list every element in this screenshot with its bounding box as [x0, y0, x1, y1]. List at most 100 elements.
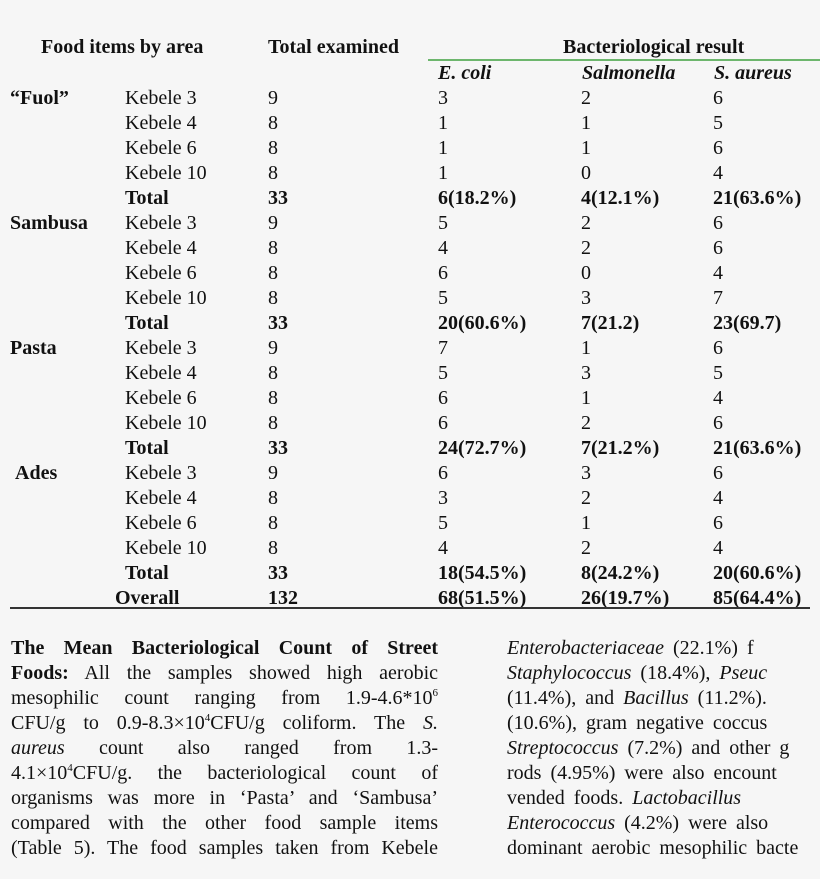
cell-food: Sambusa: [10, 212, 88, 234]
cell-salm: 2: [581, 212, 591, 234]
cell-saur: 6: [713, 512, 723, 534]
cell-ecoli: 6: [438, 387, 448, 409]
cell-total: 8: [268, 162, 278, 184]
cell-area: Kebele 3: [125, 462, 197, 484]
cell-total: 8: [268, 412, 278, 434]
text-line: aureus count also ranged from 1.3-: [11, 736, 438, 761]
cell-total: 9: [268, 87, 278, 109]
table-row: Kebele 6 8 5 1 6: [0, 511, 820, 536]
cell-saur: 7: [713, 287, 723, 309]
header-ecoli: E. coli: [438, 62, 492, 84]
table-row: Kebele 4 8 3 2 4: [0, 486, 820, 511]
table-row: Kebele 4 8 1 1 5: [0, 111, 820, 136]
cell-salm: 1: [581, 337, 591, 359]
table-row: Kebele 10 8 5 3 7: [0, 286, 820, 311]
text-line: 4.1×104CFU/g. the bacteriological count …: [11, 761, 438, 786]
header-rule: [428, 59, 820, 61]
text-line: (Table 5). The food samples taken from K…: [11, 836, 438, 861]
cell-total: 8: [268, 137, 278, 159]
cell-saur: 23(69.7): [713, 312, 782, 334]
cell-saur: 6: [713, 237, 723, 259]
cell-area: Total: [125, 187, 169, 209]
table-row: Overall 132 68(51.5%) 26(19.7%) 85(64.4%): [0, 586, 820, 611]
text-segment: Enterobacteriaceae: [507, 637, 664, 659]
cell-total: 33: [268, 437, 288, 459]
table-row: Kebele 6 8 6 1 4: [0, 386, 820, 411]
cell-total: 8: [268, 287, 278, 309]
cell-total: 9: [268, 462, 278, 484]
cell-saur: 6: [713, 137, 723, 159]
cell-salm: 3: [581, 287, 591, 309]
cell-saur: 21(63.6%): [713, 187, 802, 209]
table-row: Total 33 6(18.2%) 4(12.1%) 21(63.6%): [0, 186, 820, 211]
table-row: Kebele 10 8 1 0 4: [0, 161, 820, 186]
cell-saur: 5: [713, 362, 723, 384]
text-segment: CFU/g coliform. The: [210, 712, 423, 734]
text-segment: count also ranged from 1.3-: [64, 737, 438, 759]
text-line: Foods: All the samples showed high aerob…: [11, 661, 438, 686]
cell-salm: 1: [581, 137, 591, 159]
cell-area: Kebele 6: [125, 512, 197, 534]
table-row: Total 33 20(60.6%) 7(21.2) 23(69.7): [0, 311, 820, 336]
cell-area: Kebele 10: [125, 287, 207, 309]
cell-saur: 4: [713, 487, 723, 509]
header-bacteriological-result: Bacteriological result: [563, 36, 745, 58]
cell-ecoli: 1: [438, 137, 448, 159]
cell-saur: 85(64.4%): [713, 587, 802, 609]
cell-salm: 1: [581, 112, 591, 134]
text-line: vended foods. Lactobacillus: [507, 786, 820, 811]
cell-area: Kebele 6: [125, 262, 197, 284]
cell-ecoli: 3: [438, 487, 448, 509]
cell-ecoli: 5: [438, 212, 448, 234]
cell-saur: 4: [713, 262, 723, 284]
cell-salm: 2: [581, 412, 591, 434]
text-segment: The Mean Bacteriological Count of Street: [11, 637, 438, 659]
cell-ecoli: 20(60.6%): [438, 312, 527, 334]
cell-ecoli: 4: [438, 237, 448, 259]
text-segment: CFU/g to 0.9-8.3×10: [11, 712, 205, 734]
cell-salm: 0: [581, 262, 591, 284]
table-row: Total 33 18(54.5%) 8(24.2%) 20(60.6%): [0, 561, 820, 586]
cell-salm: 2: [581, 87, 591, 109]
cell-total: 132: [268, 587, 298, 609]
cell-ecoli: 6: [438, 412, 448, 434]
cell-total: 33: [268, 562, 288, 584]
cell-salm: 26(19.7%): [581, 587, 670, 609]
cell-salm: 2: [581, 537, 591, 559]
text-segment: (10.6%), gram negative coccus: [507, 712, 768, 734]
cell-salm: 3: [581, 462, 591, 484]
cell-area: Kebele 10: [125, 162, 207, 184]
text-line: Enterobacteriaceae (22.1%) f: [507, 636, 820, 661]
cell-ecoli: 1: [438, 162, 448, 184]
cell-area: Kebele 4: [125, 362, 197, 384]
table-row: Kebele 10 8 4 2 4: [0, 536, 820, 561]
text-segment: compared with the other food sample item…: [11, 812, 438, 834]
cell-ecoli: 3: [438, 87, 448, 109]
text-line: rods (4.95%) were also encount: [507, 761, 820, 786]
cell-saur: 6: [713, 212, 723, 234]
cell-area: Kebele 6: [125, 387, 197, 409]
text-segment: Lactobacillus: [632, 787, 742, 809]
cell-ecoli: 5: [438, 512, 448, 534]
cell-salm: 0: [581, 162, 591, 184]
table-row: Pasta Kebele 3 9 7 1 6: [0, 336, 820, 361]
text-segment: CFU/g. the bacteriological count of: [72, 762, 438, 784]
cell-salm: 2: [581, 487, 591, 509]
table-row: Total 33 24(72.7%) 7(21.2%) 21(63.6%): [0, 436, 820, 461]
cell-ecoli: 6(18.2%): [438, 187, 517, 209]
text-segment: (18.4%),: [631, 662, 720, 684]
text-line: (11.4%), and Bacillus (11.2%).: [507, 686, 820, 711]
cell-salm: 1: [581, 512, 591, 534]
text-segment: Staphylococcus: [507, 662, 632, 684]
text-segment: 4: [204, 712, 211, 724]
text-line: Streptococcus (7.2%) and other g: [507, 736, 820, 761]
cell-total: 8: [268, 387, 278, 409]
text-segment: dominant aerobic mesophilic bacte: [507, 837, 799, 859]
cell-total: 8: [268, 237, 278, 259]
cell-area: Kebele 10: [125, 537, 207, 559]
cell-ecoli: 24(72.7%): [438, 437, 527, 459]
cell-area: Overall: [115, 587, 180, 609]
text-segment: Foods:: [11, 662, 69, 684]
cell-total: 8: [268, 112, 278, 134]
text-line: The Mean Bacteriological Count of Street: [11, 636, 438, 661]
